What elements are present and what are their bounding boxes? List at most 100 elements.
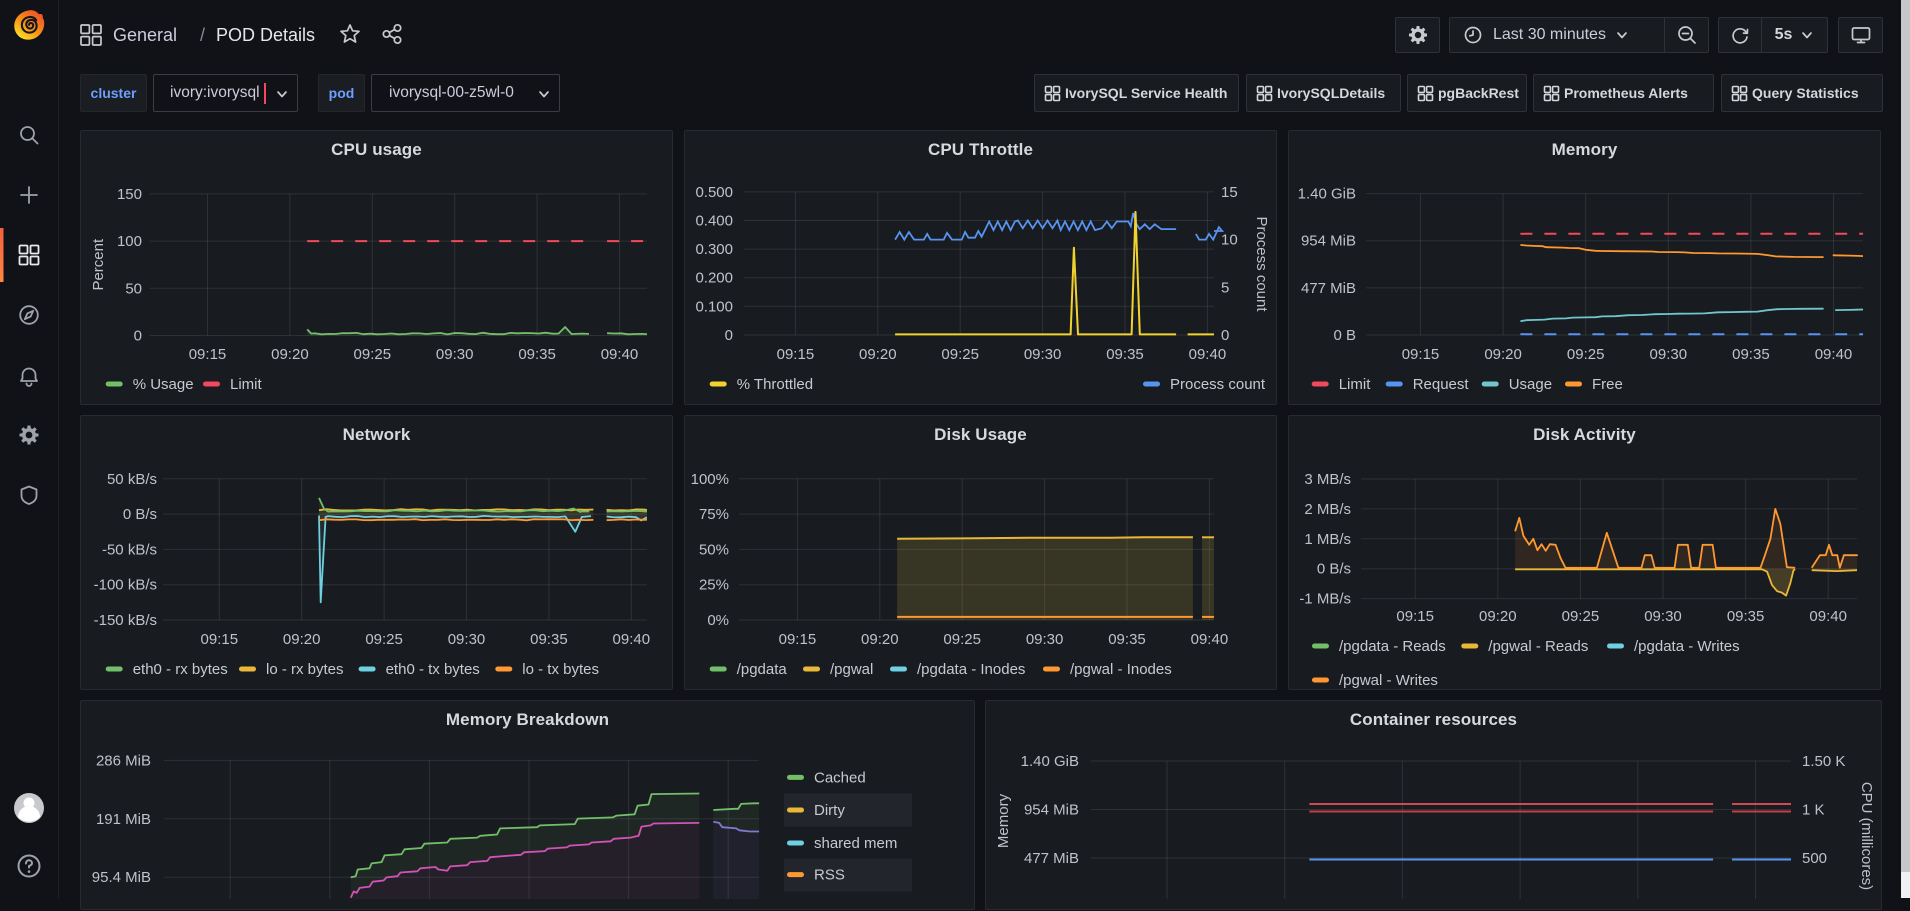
svg-text:100: 100 [117, 233, 142, 250]
svg-text:954 MiB: 954 MiB [1301, 233, 1356, 250]
svg-text:09:30: 09:30 [1650, 346, 1688, 363]
svg-text:/pgwal: /pgwal [830, 661, 873, 678]
svg-text:09:25: 09:25 [943, 631, 981, 648]
svg-text:General: General [113, 25, 177, 45]
svg-text:/pgwal - Reads: /pgwal - Reads [1488, 638, 1588, 655]
svg-text:0.400: 0.400 [695, 213, 733, 230]
svg-text:09:30: 09:30 [1644, 608, 1682, 625]
svg-text:150: 150 [117, 186, 142, 203]
svg-text:15: 15 [1221, 184, 1238, 201]
svg-text:477 MiB: 477 MiB [1024, 850, 1079, 867]
svg-text:09:35: 09:35 [530, 631, 568, 648]
svg-text:1.40 GiB: 1.40 GiB [1021, 753, 1079, 770]
svg-text:Usage: Usage [1509, 376, 1552, 393]
svg-text:1 K: 1 K [1802, 802, 1825, 819]
svg-text:0%: 0% [707, 612, 729, 629]
svg-text:0 B/s: 0 B/s [123, 506, 157, 523]
svg-text:Dirty: Dirty [814, 802, 845, 819]
svg-text:09:25: 09:25 [1562, 608, 1600, 625]
svg-text:0: 0 [134, 328, 142, 345]
svg-text:09:30: 09:30 [1024, 346, 1062, 363]
svg-text:Percent: Percent [90, 238, 107, 291]
svg-text:Free: Free [1592, 376, 1623, 393]
svg-text:95.4 MiB: 95.4 MiB [92, 869, 151, 886]
svg-text:0 B: 0 B [1333, 327, 1356, 344]
svg-text:09:40: 09:40 [1809, 608, 1847, 625]
svg-text:1.50 K: 1.50 K [1802, 753, 1845, 770]
svg-text:09:40: 09:40 [613, 631, 651, 648]
svg-text:50: 50 [125, 280, 142, 297]
svg-text:POD Details: POD Details [216, 25, 315, 45]
svg-text:09:40: 09:40 [1815, 346, 1853, 363]
svg-text:09:30: 09:30 [448, 631, 486, 648]
svg-text:09:40: 09:40 [601, 346, 639, 363]
svg-text:/pgdata: /pgdata [737, 661, 788, 678]
svg-text:09:20: 09:20 [1479, 608, 1517, 625]
svg-text:Process count: Process count [1253, 216, 1270, 312]
svg-text:/pgdata - Inodes: /pgdata - Inodes [917, 661, 1025, 678]
svg-text:RSS: RSS [814, 867, 845, 884]
svg-text:1 MB/s: 1 MB/s [1304, 531, 1351, 548]
svg-text:0: 0 [1221, 327, 1229, 344]
svg-text:Memory: Memory [995, 793, 1012, 848]
svg-text:09:15: 09:15 [189, 346, 227, 363]
svg-text:0.100: 0.100 [695, 298, 733, 315]
svg-text:lo - rx bytes: lo - rx bytes [266, 661, 344, 678]
svg-text:Request: Request [1413, 376, 1470, 393]
svg-text:0 B/s: 0 B/s [1317, 561, 1351, 578]
svg-text:Cached: Cached [814, 769, 866, 786]
svg-text:50 kB/s: 50 kB/s [107, 471, 157, 488]
svg-text:eth0 - tx bytes: eth0 - tx bytes [386, 661, 480, 678]
svg-text:/pgdata - Writes: /pgdata - Writes [1634, 638, 1740, 655]
svg-text:3 MB/s: 3 MB/s [1304, 471, 1351, 488]
svg-text:Process count: Process count [1170, 376, 1266, 393]
svg-text:09:15: 09:15 [779, 631, 817, 648]
svg-text:500: 500 [1802, 850, 1827, 867]
svg-text:09:40: 09:40 [1189, 346, 1227, 363]
svg-text:% Usage: % Usage [133, 376, 194, 393]
svg-text:-1 MB/s: -1 MB/s [1299, 591, 1351, 608]
svg-text:% Throttled: % Throttled [737, 376, 813, 393]
svg-text:09:35: 09:35 [1727, 608, 1765, 625]
svg-text:-100 kB/s: -100 kB/s [94, 577, 157, 594]
svg-text:09:35: 09:35 [1732, 346, 1770, 363]
svg-text:Limit: Limit [230, 376, 263, 393]
svg-text:0: 0 [725, 327, 733, 344]
svg-text:09:40: 09:40 [1191, 631, 1229, 648]
svg-text:lo - tx bytes: lo - tx bytes [522, 661, 599, 678]
svg-text:09:20: 09:20 [859, 346, 897, 363]
svg-text:50%: 50% [699, 541, 729, 558]
svg-text:09:30: 09:30 [1026, 631, 1064, 648]
svg-text:09:25: 09:25 [354, 346, 392, 363]
svg-text:286 MiB: 286 MiB [96, 752, 151, 769]
svg-text:/: / [200, 25, 205, 45]
svg-text:-50 kB/s: -50 kB/s [102, 541, 157, 558]
svg-text:1.40 GiB: 1.40 GiB [1298, 186, 1356, 203]
svg-text:09:35: 09:35 [1108, 631, 1146, 648]
svg-text:Limit: Limit [1339, 376, 1372, 393]
svg-text:100%: 100% [691, 471, 729, 488]
svg-text:CPU (millicores): CPU (millicores) [1858, 782, 1875, 890]
svg-text:09:35: 09:35 [1106, 346, 1144, 363]
svg-text:10: 10 [1221, 232, 1238, 249]
svg-text:5: 5 [1221, 279, 1229, 296]
svg-text:2 MB/s: 2 MB/s [1304, 501, 1351, 518]
svg-text:/pgwal - Inodes: /pgwal - Inodes [1070, 661, 1172, 678]
svg-text:09:15: 09:15 [777, 346, 815, 363]
svg-text:09:20: 09:20 [271, 346, 309, 363]
svg-text:/pgwal - Writes: /pgwal - Writes [1339, 672, 1438, 689]
svg-text:25%: 25% [699, 577, 729, 594]
svg-text:09:25: 09:25 [941, 346, 979, 363]
svg-text:09:20: 09:20 [861, 631, 899, 648]
svg-text:0.300: 0.300 [695, 241, 733, 258]
svg-text:954 MiB: 954 MiB [1024, 802, 1079, 819]
svg-text:09:20: 09:20 [1484, 346, 1522, 363]
svg-text:0.500: 0.500 [695, 184, 733, 201]
svg-text:09:15: 09:15 [1402, 346, 1440, 363]
svg-text:191 MiB: 191 MiB [96, 811, 151, 828]
svg-text:09:25: 09:25 [365, 631, 403, 648]
svg-text:477 MiB: 477 MiB [1301, 280, 1356, 297]
svg-text:09:15: 09:15 [1396, 608, 1434, 625]
svg-text:09:20: 09:20 [283, 631, 321, 648]
svg-text:/pgdata - Reads: /pgdata - Reads [1339, 638, 1446, 655]
